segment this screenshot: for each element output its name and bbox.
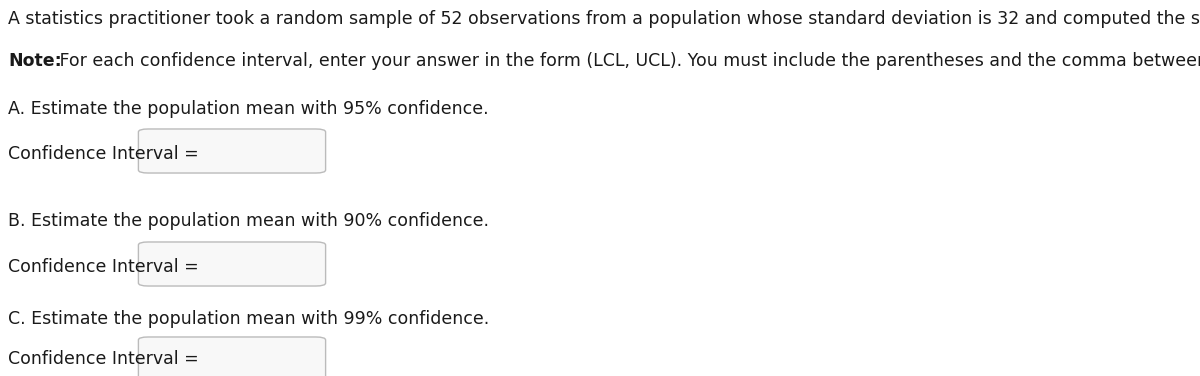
FancyBboxPatch shape xyxy=(138,337,325,376)
Text: B. Estimate the population mean with 90% confidence.: B. Estimate the population mean with 90%… xyxy=(8,212,490,230)
Text: For each confidence interval, enter your answer in the form (LCL, UCL). You must: For each confidence interval, enter your… xyxy=(54,52,1200,70)
Text: Note:: Note: xyxy=(8,52,61,70)
FancyBboxPatch shape xyxy=(138,242,325,286)
Text: A statistics practitioner took a random sample of 52 observations from a populat: A statistics practitioner took a random … xyxy=(8,10,1200,28)
Text: Confidence Interval =: Confidence Interval = xyxy=(8,350,199,368)
Text: A. Estimate the population mean with 95% confidence.: A. Estimate the population mean with 95%… xyxy=(8,100,488,118)
Text: Confidence Interval =: Confidence Interval = xyxy=(8,258,199,276)
Text: C. Estimate the population mean with 99% confidence.: C. Estimate the population mean with 99%… xyxy=(8,310,490,328)
FancyBboxPatch shape xyxy=(138,129,325,173)
Text: Confidence Interval =: Confidence Interval = xyxy=(8,145,199,163)
